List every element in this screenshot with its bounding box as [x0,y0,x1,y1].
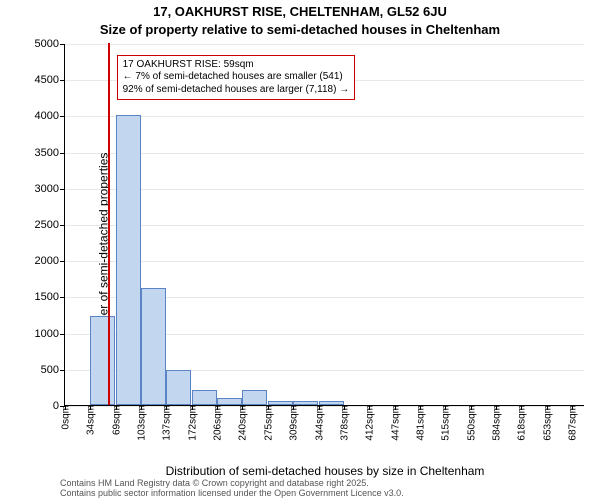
gridline [65,44,584,45]
annotation-line: 17 OAKHURST RISE: 59sqm [123,59,350,72]
histogram-bar [192,390,217,405]
chart-title: 17, OAKHURST RISE, CHELTENHAM, GL52 6JU [0,4,600,19]
xtick-label: 172sqm [185,405,198,441]
gridline [65,153,584,154]
histogram-bar [293,401,318,405]
histogram-bar [166,370,191,405]
annotation-line: 92% of semi-detached houses are larger (… [123,84,350,97]
property-size-chart: 17, OAKHURST RISE, CHELTENHAM, GL52 6JU … [0,0,600,500]
xtick-label: 653sqm [540,405,553,441]
annotation-box: 17 OAKHURST RISE: 59sqm← 7% of semi-deta… [117,55,356,101]
ytick-label: 4000 [35,110,65,122]
annotation-line: ← 7% of semi-detached houses are smaller… [123,71,350,84]
xtick-label: 550sqm [464,405,477,441]
xtick-label: 515sqm [438,405,451,441]
histogram-bar [242,390,267,405]
xtick-label: 69sqm [109,405,122,435]
x-axis-label: Distribution of semi-detached houses by … [60,464,590,478]
xtick-label: 481sqm [413,405,426,441]
gridline [65,261,584,262]
gridline [65,225,584,226]
xtick-label: 378sqm [337,405,350,441]
gridline [65,189,584,190]
xtick-label: 309sqm [286,405,299,441]
gridline [65,116,584,117]
plot-area: 0500100015002000250030003500400045005000… [64,44,584,406]
ytick-label: 3500 [35,147,65,159]
xtick-label: 137sqm [160,405,173,441]
xtick-label: 344sqm [312,405,325,441]
xtick-label: 447sqm [388,405,401,441]
histogram-bar [141,288,166,405]
attribution-line-1: Contains HM Land Registry data © Crown c… [60,478,369,488]
histogram-bar [217,398,242,405]
attribution-line-2: Contains public sector information licen… [60,488,404,498]
xtick-label: 0sqm [59,405,72,429]
xtick-label: 584sqm [489,405,502,441]
histogram-bar [268,401,293,405]
ytick-label: 500 [41,364,65,376]
xtick-label: 206sqm [210,405,223,441]
xtick-label: 240sqm [236,405,249,441]
ytick-label: 4500 [35,74,65,86]
xtick-label: 275sqm [261,405,274,441]
ytick-label: 2500 [35,219,65,231]
ytick-label: 2000 [35,255,65,267]
plot-inner: 0500100015002000250030003500400045005000… [64,44,584,406]
xtick-label: 618sqm [514,405,527,441]
chart-subtitle: Size of property relative to semi-detach… [0,22,600,37]
property-marker-line [108,43,110,405]
histogram-bar [319,401,344,405]
ytick-label: 1500 [35,291,65,303]
xtick-label: 34sqm [84,405,97,435]
histogram-bar [116,115,141,405]
ytick-label: 5000 [35,38,65,50]
xtick-label: 412sqm [362,405,375,441]
histogram-bar [90,316,115,405]
xtick-label: 103sqm [134,405,147,441]
ytick-label: 3000 [35,183,65,195]
ytick-label: 1000 [35,328,65,340]
xtick-label: 687sqm [565,405,578,441]
